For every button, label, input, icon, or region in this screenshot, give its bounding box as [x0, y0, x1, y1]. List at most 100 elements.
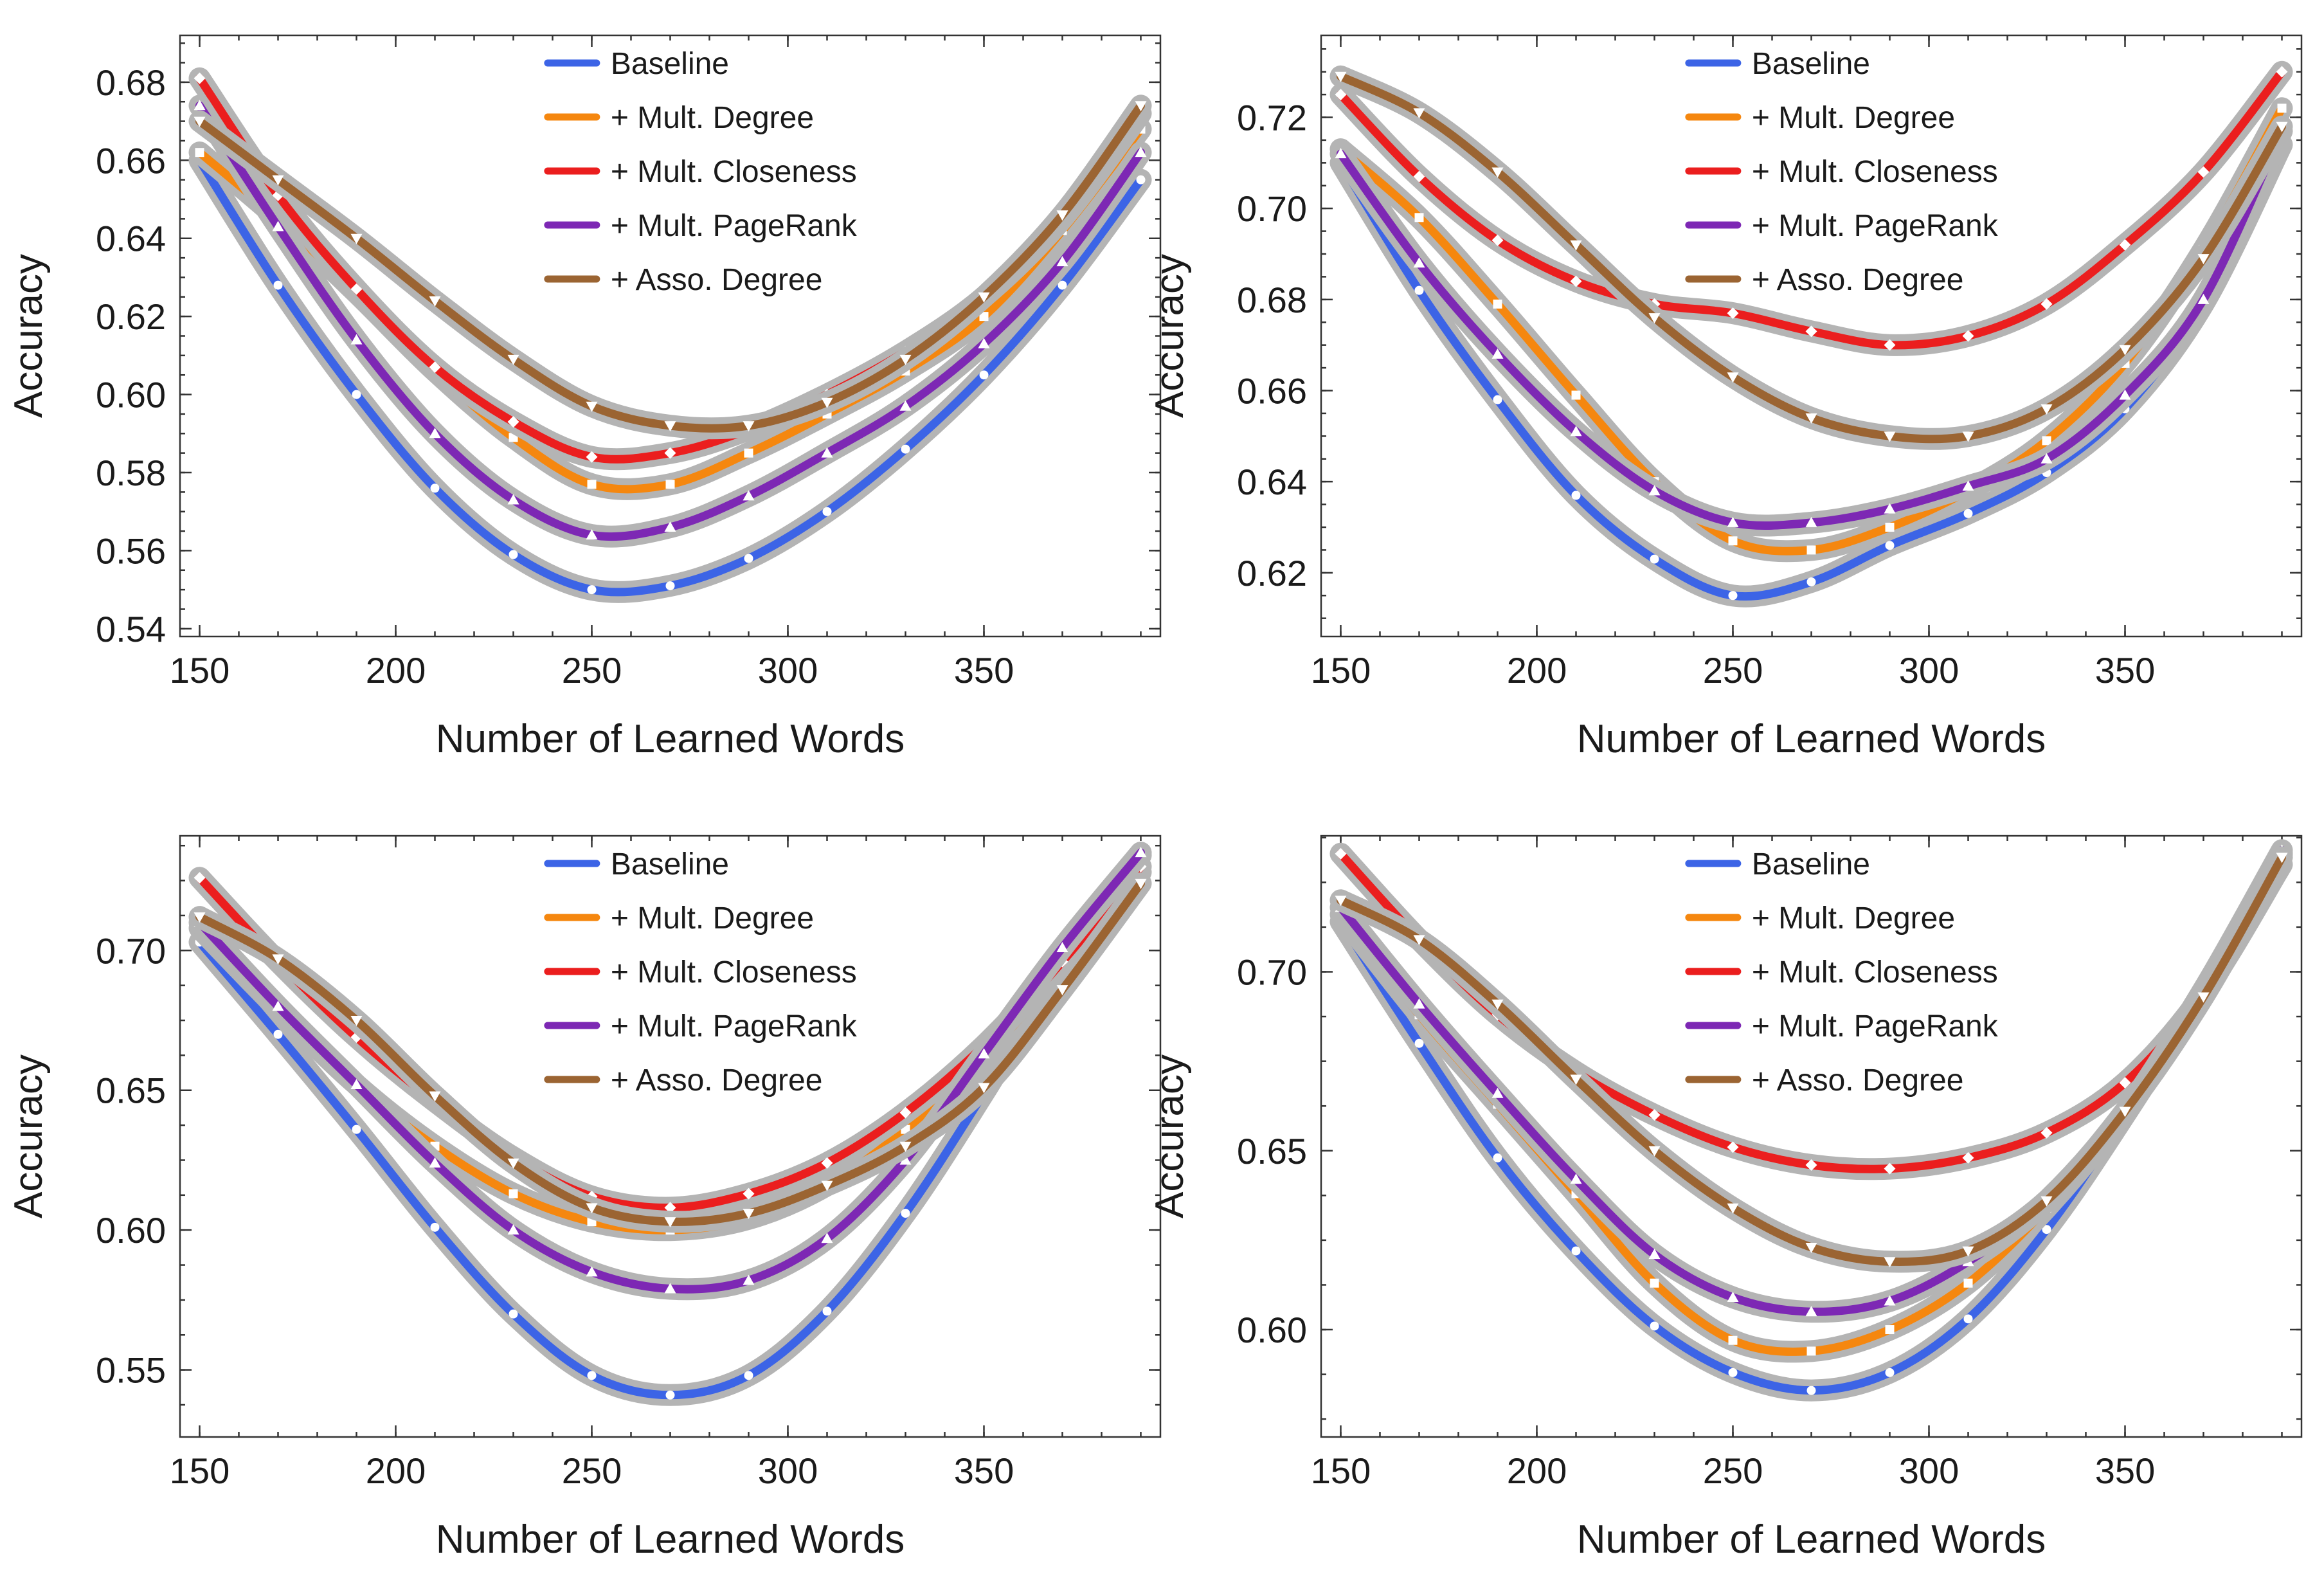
chart-3-series-4-point-10	[899, 1154, 912, 1165]
chart-1-series-4-point-11	[978, 338, 990, 348]
chart-1-legend-label-2: + Mult. Degree	[611, 101, 814, 135]
chart-3-y-tick-label-3: 0.65	[96, 1071, 166, 1111]
chart-4-series-2-point-5	[1650, 1278, 1659, 1288]
chart-2-series-4-point-2	[1413, 257, 1425, 268]
chart-panel-4: 150 200 250 300 350 0.60 0.65 0.70 Number of Lea…	[1148, 835, 2303, 1562]
chart-1-series-4-point-1	[194, 100, 206, 111]
chart-3-series-4-point-9	[821, 1233, 833, 1243]
chart-2-series-1-point-7	[1806, 577, 1816, 586]
chart-2-legend-label-5: + Asso. Degree	[1752, 263, 1964, 297]
chart-4-series-3-point-7	[1805, 1159, 1817, 1171]
chart-4-x-tick-label-3: 250	[1703, 1450, 1763, 1491]
chart-4-series-1-point-7	[1806, 1386, 1816, 1395]
chart-3-y-tick-label-2: 0.60	[96, 1210, 166, 1251]
chart-1-series-2-point-8	[744, 448, 753, 458]
chart-4-legend-label-5: + Asso. Degree	[1752, 1063, 1964, 1098]
chart-1-y-tick-label-1: 0.54	[96, 609, 166, 649]
chart-3-series-4-point-7	[664, 1283, 676, 1294]
chart-3-series-1-point-3	[352, 1125, 361, 1134]
chart-1-y-tick-label-7: 0.66	[96, 140, 166, 181]
chart-3-series-1-point-5	[509, 1309, 518, 1319]
chart-2-series-1-point-9	[1963, 509, 1973, 518]
chart-1-x-tick-label-3: 250	[562, 650, 622, 691]
chart-1-legend: Baseline + Mult. Degree + Mult. Closeness +…	[544, 47, 858, 297]
chart-4-legend-label-2: + Mult. Degree	[1752, 901, 1955, 935]
chart-1-series-4-point-4	[429, 428, 441, 438]
chart-4-series-5-point-3	[1491, 999, 1504, 1010]
chart-2-series-4-point-12	[2197, 293, 2210, 304]
chart-3-series-1-point-6	[587, 1371, 597, 1380]
chart-2-series-3-point-10	[2040, 298, 2053, 310]
chart-4-y-tick-label-1: 0.60	[1237, 1310, 1307, 1350]
chart-1-x-tick-label-4: 300	[758, 650, 818, 691]
chart-4-x-tick-label-2: 200	[1507, 1450, 1567, 1491]
chart-1-series-1-point-10	[901, 444, 910, 454]
chart-3-series-4-point-5	[507, 1224, 519, 1235]
chart-2-x-tick-label-3: 250	[1703, 650, 1763, 691]
chart-1-series-5-point-5	[507, 354, 519, 365]
chart-1-series-5-point-2	[272, 175, 284, 186]
chart-2-series-5-point-13	[2276, 122, 2288, 132]
chart-1-series-3-point-4	[429, 361, 441, 374]
chart-2-series-5-point-3	[1491, 167, 1504, 178]
chart-panel-2: 150 200 250 300 350 0.62 0.64 0.66 0.68 0.70 0.72 N…	[1148, 34, 2303, 761]
chart-3-series-4-point-12	[1056, 941, 1068, 952]
chart-4-series-5-point-7	[1805, 1243, 1817, 1254]
chart-4-series-2-point-7	[1806, 1346, 1816, 1356]
chart-2-series-2-point-3	[1493, 299, 1502, 309]
chart-4-series-5-point-6	[1727, 1203, 1739, 1214]
chart-4-series-1-point-5	[1650, 1321, 1659, 1331]
chart-3-series-5-point-3	[350, 1016, 363, 1027]
chart-2-y-tick-label-1: 0.62	[1237, 553, 1307, 593]
chart-4-series-2-point-9	[1963, 1278, 1973, 1288]
chart-2-series-2-point-4	[1571, 390, 1581, 400]
chart-3-x-axis-title: Number of Learned Words	[436, 1517, 905, 1562]
chart-1-series-4-point-5	[507, 494, 519, 505]
chart-1-series-1-point-2	[273, 280, 283, 290]
chart-1-series-4-point-8	[743, 490, 755, 501]
chart-4-y-axis-title: Accuracy	[1148, 1054, 1192, 1218]
chart-4-series-4-point-8	[1884, 1295, 1896, 1306]
chart-4-series-5-point-8	[1884, 1257, 1896, 1268]
chart-4-series-1-point-3	[1493, 1153, 1502, 1162]
chart-3-series-5-point-10	[899, 1141, 912, 1152]
chart-2-series-2-point-2	[1414, 213, 1424, 222]
chart-3-series-5-point-12	[1056, 985, 1068, 996]
chart-1-legend-label-1: Baseline	[611, 47, 729, 81]
chart-3-series-5-point-11	[978, 1083, 990, 1094]
chart-1-y-tick-label-3: 0.58	[96, 453, 166, 493]
chart-1-y-tick-label-2: 0.56	[96, 530, 166, 571]
chart-1-series-4-point-7	[664, 521, 676, 532]
chart-4-series-1-point-6	[1728, 1368, 1738, 1377]
chart-2-legend-label-3: + Mult. Closeness	[1752, 155, 1998, 189]
chart-1-series-3-point-5	[507, 416, 519, 428]
chart-4-series-4-point-4	[1570, 1173, 1582, 1184]
chart-1-y-tick-label-6: 0.64	[96, 219, 166, 259]
chart-4-series-3-point-8	[1884, 1162, 1896, 1175]
chart-4-series-3-point-6	[1727, 1141, 1739, 1153]
chart-4-series-4-point-7	[1805, 1306, 1817, 1317]
chart-1-series-1-point-4	[430, 483, 440, 493]
chart-2-series-4-point-6	[1727, 516, 1739, 527]
chart-1-series-5-point-7	[664, 421, 676, 432]
chart-2-x-tick-label-1: 150	[1311, 650, 1371, 691]
chart-1-series-1-point-5	[509, 550, 518, 559]
chart-1-x-axis-title: Number of Learned Words	[436, 717, 905, 761]
chart-4-legend-label-4: + Mult. PageRank	[1752, 1009, 1999, 1043]
chart-2-legend-label-4: + Mult. PageRank	[1752, 209, 1999, 243]
chart-2-series-5-point-6	[1727, 372, 1739, 383]
chart-3-series-5-point-2	[272, 954, 284, 965]
chart-2-series-4	[1329, 120, 2293, 537]
chart-4-series-2-point-6	[1728, 1335, 1738, 1345]
chart-1-series-5-point-12	[1056, 210, 1068, 221]
chart-2-series-3-point-6	[1727, 307, 1739, 320]
chart-4-series-1-point-9	[1963, 1314, 1973, 1324]
chart-4-series-5-point-11	[2119, 1107, 2131, 1117]
chart-2-series-3-point-7	[1805, 325, 1817, 338]
chart-4-y-tick-label-3: 0.70	[1237, 952, 1307, 992]
chart-2-series-2-point-8	[1885, 523, 1895, 532]
chart-4-series-1-point-2	[1414, 1038, 1424, 1048]
chart-2-series-3-point-4	[1570, 275, 1582, 287]
chart-1-y-tick-label-5: 0.62	[96, 296, 166, 337]
chart-4-series-4-point-6	[1727, 1291, 1739, 1302]
